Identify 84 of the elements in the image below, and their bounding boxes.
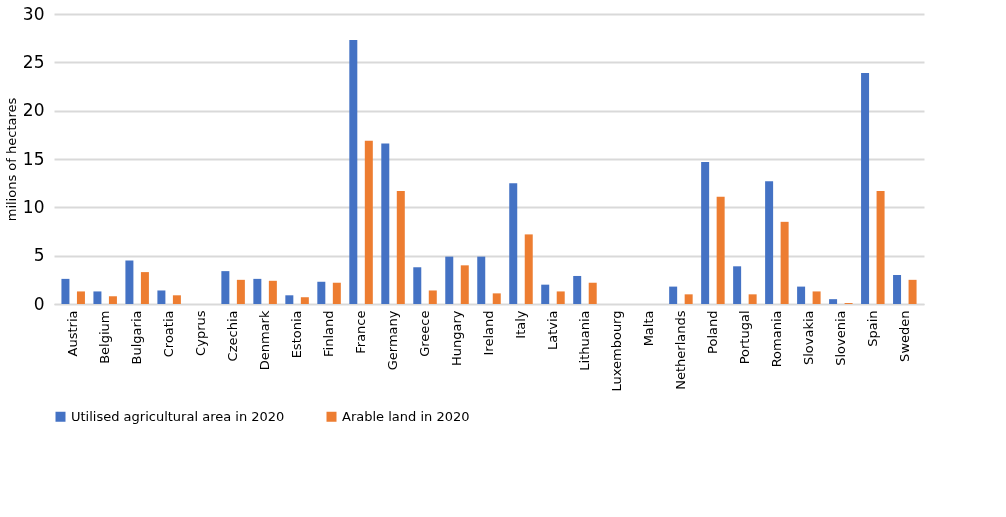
x-tick-label: Finland <box>321 310 337 357</box>
y-axis-title: milions of hectares <box>3 97 19 222</box>
legend-label: Utilised agricultural area in 2020 <box>71 408 285 424</box>
legend-label: Arable land in 2020 <box>342 408 470 424</box>
bar <box>460 265 469 304</box>
bar <box>780 221 789 304</box>
bar <box>908 279 917 304</box>
bar <box>253 278 262 304</box>
bar <box>893 275 902 304</box>
bar <box>108 296 117 304</box>
bar <box>669 286 678 304</box>
bar <box>125 260 134 304</box>
bar <box>573 275 582 304</box>
bar <box>61 278 70 304</box>
x-tick-label: Latvia <box>544 310 560 351</box>
bar <box>317 281 326 304</box>
x-tick-label: France <box>353 310 369 354</box>
bar <box>492 293 501 304</box>
bar <box>364 140 373 304</box>
x-tick-label: Lithuania <box>576 310 592 371</box>
y-tick-label: 0 <box>33 293 45 314</box>
x-tick-label: Netherlands <box>672 310 688 390</box>
x-tick-label: Croatia <box>161 310 177 358</box>
bar <box>396 190 405 304</box>
bar <box>588 282 597 304</box>
bar <box>716 196 725 304</box>
x-tick-label: Estonia <box>289 310 305 359</box>
bar <box>413 267 422 304</box>
x-tick-label: Cyprus <box>193 310 209 356</box>
bar <box>509 183 518 304</box>
bar <box>93 291 102 304</box>
bar <box>157 290 166 304</box>
x-tick-label: Italy <box>512 310 528 339</box>
x-tick-label: Greece <box>417 310 433 357</box>
bar <box>381 143 390 304</box>
bar <box>733 266 742 304</box>
x-tick-label: Bulgaria <box>129 310 145 365</box>
x-tick-label: Czechia <box>225 310 241 362</box>
x-tick-label: Austria <box>65 310 81 357</box>
y-tick-label: 20 <box>22 100 45 121</box>
bar <box>140 272 149 304</box>
bar <box>445 256 454 304</box>
bar <box>861 72 870 304</box>
bar <box>236 279 245 304</box>
x-tick-label: Hungary <box>449 310 465 367</box>
y-tick-label: 5 <box>33 245 45 266</box>
bar <box>285 295 294 304</box>
bar <box>332 282 341 304</box>
bar <box>300 297 309 304</box>
bar <box>876 190 885 304</box>
y-tick-label: 15 <box>22 148 45 169</box>
x-tick-label: Germany <box>385 310 401 371</box>
bar <box>829 299 838 304</box>
bar <box>76 291 85 304</box>
x-tick-label: Luxembourg <box>608 310 624 392</box>
bar <box>748 294 757 304</box>
bar <box>221 271 230 304</box>
x-tick-label: Spain <box>864 310 880 347</box>
x-tick-label: Belgium <box>97 310 113 364</box>
bar <box>349 40 358 304</box>
x-tick-label: Denmark <box>257 310 273 371</box>
bar <box>477 256 486 304</box>
x-tick-label: Portugal <box>736 310 752 365</box>
bar <box>268 280 277 304</box>
bar <box>765 181 774 304</box>
x-tick-label: Sweden <box>896 310 912 362</box>
x-tick-label: Ireland <box>481 310 496 356</box>
bar <box>524 234 533 304</box>
bar <box>684 294 693 304</box>
x-tick-label: Slovakia <box>800 310 816 366</box>
y-tick-label: 25 <box>22 51 45 72</box>
bar <box>428 290 437 304</box>
bar <box>172 295 181 304</box>
y-tick-label: 30 <box>22 3 45 24</box>
bar <box>797 286 806 304</box>
x-tick-label: Slovenia <box>832 310 848 366</box>
x-tick-label: Romania <box>768 310 784 368</box>
x-tick-label: Poland <box>704 310 720 354</box>
y-tick-label: 10 <box>22 196 45 217</box>
bar <box>701 161 710 304</box>
bar <box>541 284 550 304</box>
bar <box>556 291 565 304</box>
x-tick-label: Malta <box>640 310 656 347</box>
bar <box>812 291 821 304</box>
